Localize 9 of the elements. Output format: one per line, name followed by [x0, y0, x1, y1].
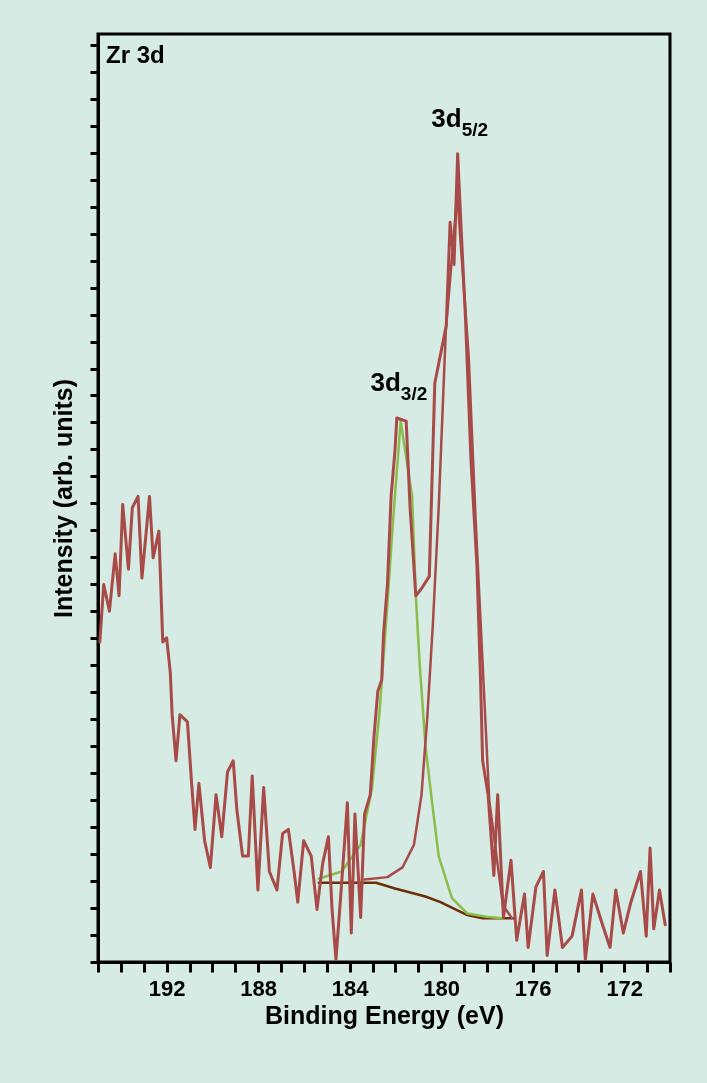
x-tick-label: 188 — [240, 975, 278, 1001]
x-tick-label: 192 — [148, 975, 186, 1001]
x-tick-label: 172 — [606, 975, 644, 1001]
x-tick-label: 180 — [423, 975, 461, 1001]
text: Zr 3d — [106, 41, 165, 68]
x-tick-label: 184 — [331, 975, 370, 1001]
x-axis-title: Binding Energy (eV) — [265, 1000, 504, 1029]
x-tick-label: 176 — [514, 975, 552, 1001]
y-axis-title: Intensity (arb. units) — [49, 379, 77, 618]
